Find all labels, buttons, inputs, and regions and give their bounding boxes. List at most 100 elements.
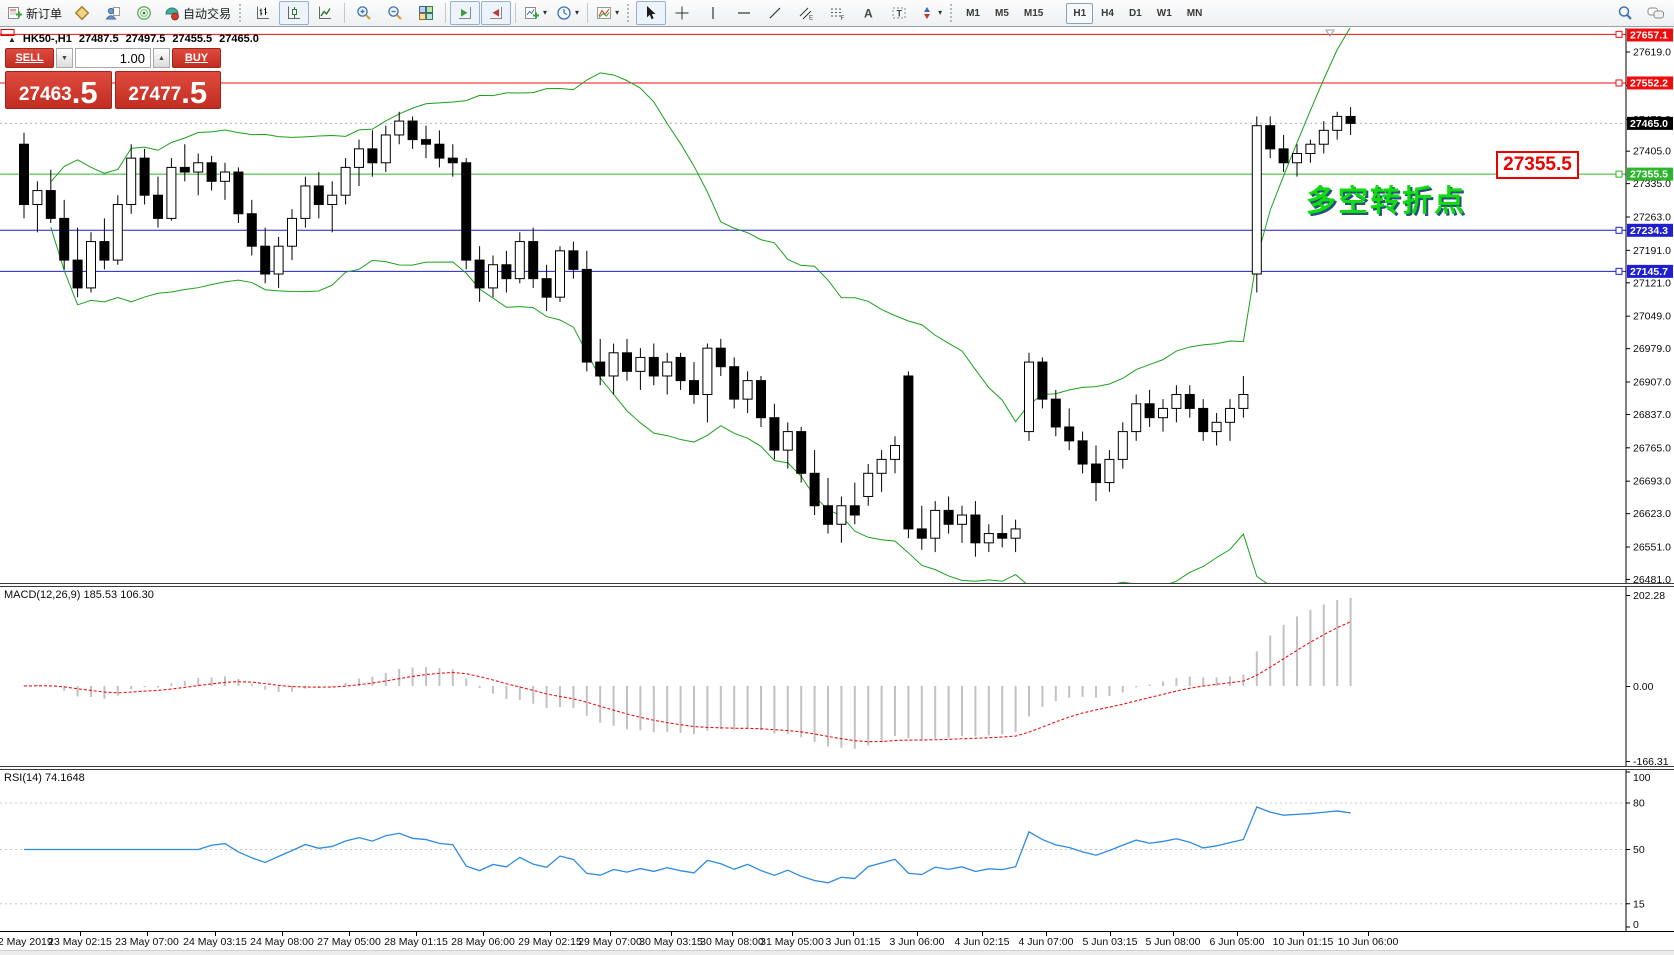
clock-icon [556, 5, 572, 21]
profiles-button[interactable]: ▾ [552, 1, 583, 25]
timeframe-m30[interactable] [1051, 8, 1065, 18]
line-chart-button[interactable] [310, 1, 340, 25]
chat-button[interactable] [1641, 1, 1671, 25]
arrows-button[interactable]: ▾ [915, 1, 946, 25]
cursor-button[interactable] [636, 1, 667, 25]
fibonacci-button[interactable]: F [822, 1, 852, 25]
time-tick [1303, 932, 1304, 936]
market-watch-button[interactable] [67, 1, 97, 25]
navigator-button[interactable] [98, 1, 128, 25]
price-tick-label: 27121.0 [1633, 277, 1671, 289]
time-label: 27 May 05:00 [317, 936, 381, 948]
svg-text:27465.0: 27465.0 [1630, 118, 1668, 130]
buy-price-button[interactable]: 27477 .5 [114, 71, 221, 109]
text-icon: A [860, 5, 876, 21]
svg-text:T: T [897, 9, 903, 19]
tile-windows-icon [418, 5, 434, 21]
ohlc-low: 27455.5 [172, 33, 213, 45]
zoom-in-button[interactable] [349, 1, 379, 25]
macd-indicator-label: MACD(12,26,9) 185.53 106.30 [4, 589, 154, 601]
timeframe-d1[interactable]: D1 [1128, 7, 1142, 19]
rsi-value: 74.1648 [44, 772, 85, 784]
autotrading-label: 自动交易 [183, 6, 232, 21]
autotrading-icon [164, 5, 180, 21]
timeframe-m1[interactable]: M1 [966, 7, 980, 19]
volume-field-wrap [75, 48, 151, 68]
tile-windows-button[interactable] [411, 1, 441, 25]
time-label: 23 May 02:15 [48, 936, 112, 948]
new-order-icon [7, 5, 23, 21]
time-label: 31 May 05:00 [760, 936, 824, 948]
macd-axis-label: 0.00 [1633, 681, 1654, 693]
text-label-icon: T [891, 5, 907, 21]
time-label: 28 May 01:15 [384, 936, 448, 948]
rsi-panel-canvas[interactable]: 100 80 50 15 0 [0, 770, 1674, 931]
svg-text:27552.2: 27552.2 [1630, 77, 1668, 89]
sell-price-button[interactable]: 27463 .5 [5, 71, 112, 109]
bid-price: 27463 [18, 84, 72, 106]
sell-button[interactable]: SELL [5, 48, 54, 68]
timeframe-h4[interactable]: H4 [1101, 7, 1114, 19]
chevron-down-icon: ▾ [543, 8, 548, 17]
volume-input[interactable] [76, 49, 150, 67]
fibonacci-icon: F [829, 5, 845, 21]
macd-panel-canvas[interactable]: 202.28 0.00 -166.31 [0, 587, 1674, 766]
text-label-button[interactable]: T [884, 1, 914, 25]
buy-button[interactable]: BUY [172, 48, 221, 68]
main-chart-canvas[interactable]: 27619.027547.027473.027405.027335.027263… [0, 28, 1674, 583]
timeframe-mn[interactable]: MN [1186, 7, 1203, 19]
panel-separator[interactable] [0, 583, 1674, 587]
horizontal-line-button[interactable] [729, 1, 759, 25]
candlestick-chart-button[interactable] [279, 1, 310, 25]
equidistant-channel-button[interactable]: E [791, 1, 821, 25]
timeframe-h1[interactable]: H1 [1066, 2, 1094, 24]
ask-price: 27477 [128, 84, 182, 106]
vertical-line-button[interactable] [698, 1, 728, 25]
time-tick [80, 932, 81, 936]
price-tick-label: 26765.0 [1633, 442, 1671, 454]
rsi-axis-label: 0 [1633, 919, 1639, 931]
new-chart-button[interactable]: ▾ [520, 1, 551, 25]
one-click-collapse-toggle[interactable]: ▲ [8, 34, 16, 44]
price-tick-label: 27263.0 [1633, 212, 1671, 224]
chart-title: ▲ HK50-,H1 27487.5 27497.5 27455.5 27465… [8, 33, 259, 45]
indicators-button[interactable]: ▾ [592, 1, 623, 25]
price-tick-label: 27191.0 [1633, 245, 1671, 257]
toolbar-grip [950, 4, 955, 22]
macd-axis-label: -166.31 [1633, 756, 1669, 766]
chart-shift-button[interactable] [481, 1, 512, 25]
terminal-button[interactable] [129, 1, 159, 25]
bar-chart-button[interactable] [248, 1, 278, 25]
price-annotation-box: 27355.5 [1496, 151, 1579, 179]
volume-decrement-button[interactable]: ▼ [56, 48, 73, 68]
zoom-out-button[interactable] [380, 1, 410, 25]
new-order-label: 新订单 [26, 6, 63, 21]
panel-separator[interactable] [0, 766, 1674, 770]
search-button[interactable] [1610, 1, 1640, 25]
text-button[interactable]: A [853, 1, 883, 25]
new-order-button[interactable]: 新订单 [3, 1, 66, 25]
new-chart-icon [524, 5, 540, 21]
trendline-button[interactable] [760, 1, 790, 25]
price-tag [1627, 28, 1673, 42]
bid-price-fraction: .5 [71, 74, 98, 110]
volume-increment-button[interactable]: ▲ [153, 48, 170, 68]
autotrading-button[interactable]: 自动交易 [160, 1, 235, 25]
timeframe-w1[interactable]: W1 [1156, 7, 1172, 19]
rsi-name: RSI(14) [4, 772, 42, 784]
timeframe-m15[interactable]: M15 [1023, 7, 1044, 19]
time-label: 3 Jun 06:00 [889, 936, 945, 948]
time-tick [982, 932, 983, 936]
time-label: 4 Jun 07:00 [1018, 936, 1074, 948]
time-label: 24 May 03:15 [183, 936, 247, 948]
auto-scroll-button[interactable] [450, 1, 481, 25]
time-label: 3 Jun 01:15 [825, 936, 881, 948]
crosshair-button[interactable] [667, 1, 697, 25]
price-tick-label: 26907.0 [1633, 377, 1671, 389]
time-tick [792, 932, 793, 936]
timeframe-m5[interactable]: M5 [995, 7, 1009, 19]
rsi-axis-label: 15 [1633, 898, 1645, 910]
time-tick [1368, 932, 1369, 936]
time-tick [147, 932, 148, 936]
